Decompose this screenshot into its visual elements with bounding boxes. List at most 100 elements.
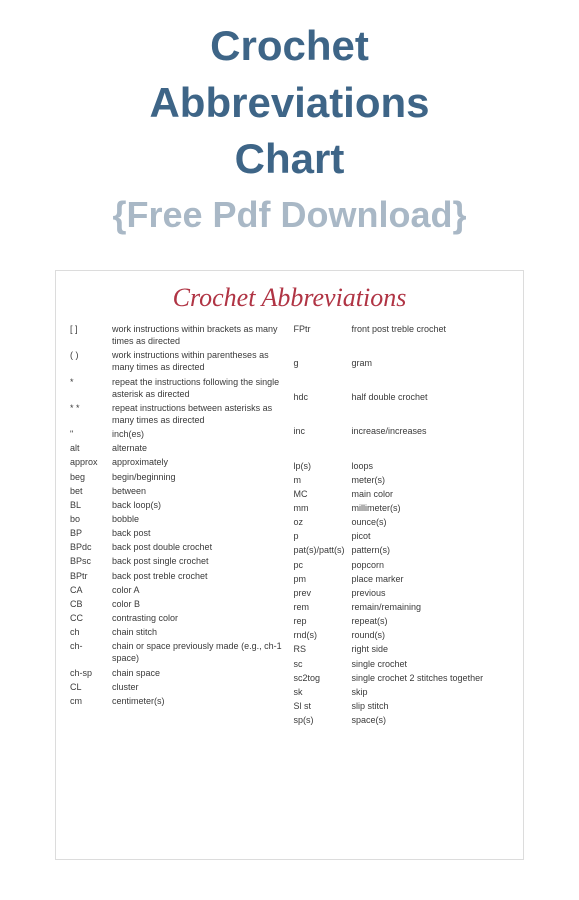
table-row: CCcontrasting color bbox=[70, 612, 286, 624]
abbr-cell: rem bbox=[294, 601, 352, 613]
abbr-cell: RS bbox=[294, 643, 352, 655]
table-row: altalternate bbox=[70, 442, 286, 454]
abbr-cell: sp(s) bbox=[294, 714, 352, 726]
definition-cell: millimeter(s) bbox=[352, 502, 510, 514]
abbr-cell: sc bbox=[294, 658, 352, 670]
table-row: bobobble bbox=[70, 513, 286, 525]
definition-cell: chain space bbox=[112, 667, 286, 679]
table-row: CLcluster bbox=[70, 681, 286, 693]
definition-cell: single crochet 2 stitches together bbox=[352, 672, 510, 684]
abbr-cell: sc2tog bbox=[294, 672, 352, 684]
definition-cell: place marker bbox=[352, 573, 510, 585]
table-row: FPtrfront post treble crochet bbox=[294, 323, 510, 335]
definition-cell: popcorn bbox=[352, 559, 510, 571]
abbr-cell: alt bbox=[70, 442, 112, 454]
definition-cell: work instructions within brackets as man… bbox=[112, 323, 286, 347]
abbr-cell: pc bbox=[294, 559, 352, 571]
definition-cell: round(s) bbox=[352, 629, 510, 641]
title-line-1: Crochet bbox=[0, 18, 579, 75]
abbr-cell: ( ) bbox=[70, 349, 112, 373]
table-row: MCmain color bbox=[294, 488, 510, 500]
table-row: CAcolor A bbox=[70, 584, 286, 596]
table-row: [ ]work instructions within brackets as … bbox=[70, 323, 286, 347]
table-row: ( )work instructions within parentheses … bbox=[70, 349, 286, 373]
abbr-cell: MC bbox=[294, 488, 352, 500]
abbr-cell: rnd(s) bbox=[294, 629, 352, 641]
definition-cell: single crochet bbox=[352, 658, 510, 670]
abbr-cell: ch-sp bbox=[70, 667, 112, 679]
title-line-3: Chart bbox=[0, 131, 579, 188]
abbr-cell: bo bbox=[70, 513, 112, 525]
definition-cell: increase/increases bbox=[352, 425, 510, 437]
abbr-cell: pm bbox=[294, 573, 352, 585]
definition-cell: back post double crochet bbox=[112, 541, 286, 553]
table-row: incincrease/increases bbox=[294, 425, 510, 437]
abbr-cell: bet bbox=[70, 485, 112, 497]
definition-cell: inch(es) bbox=[112, 428, 286, 440]
definition-cell: space(s) bbox=[352, 714, 510, 726]
definition-cell: ounce(s) bbox=[352, 516, 510, 528]
abbr-cell: rep bbox=[294, 615, 352, 627]
definition-cell: color A bbox=[112, 584, 286, 596]
chart-column-left: [ ]work instructions within brackets as … bbox=[70, 323, 286, 728]
abbr-cell: CA bbox=[70, 584, 112, 596]
table-row: ch-spchain space bbox=[70, 667, 286, 679]
abbr-cell: p bbox=[294, 530, 352, 542]
table-row: CBcolor B bbox=[70, 598, 286, 610]
page-header: Crochet Abbreviations Chart {Free Pdf Do… bbox=[0, 0, 579, 248]
table-row: pmplace marker bbox=[294, 573, 510, 585]
abbr-cell: sk bbox=[294, 686, 352, 698]
table-row: sc2togsingle crochet 2 stitches together bbox=[294, 672, 510, 684]
abbr-cell: mm bbox=[294, 502, 352, 514]
definition-cell: repeat instructions between asterisks as… bbox=[112, 402, 286, 426]
table-row: ch-chain or space previously made (e.g.,… bbox=[70, 640, 286, 664]
table-row: mmeter(s) bbox=[294, 474, 510, 486]
definition-cell: half double crochet bbox=[352, 391, 510, 403]
abbr-cell: [ ] bbox=[70, 323, 112, 347]
abbr-cell: CL bbox=[70, 681, 112, 693]
definition-cell: alternate bbox=[112, 442, 286, 454]
table-row: remremain/remaining bbox=[294, 601, 510, 613]
table-row: rnd(s)round(s) bbox=[294, 629, 510, 641]
definition-cell: repeat the instructions following the si… bbox=[112, 376, 286, 400]
definition-cell: centimeter(s) bbox=[112, 695, 286, 707]
abbr-cell: prev bbox=[294, 587, 352, 599]
definition-cell: previous bbox=[352, 587, 510, 599]
definition-cell: back post single crochet bbox=[112, 555, 286, 567]
abbr-cell: BL bbox=[70, 499, 112, 511]
abbr-cell: * * bbox=[70, 402, 112, 426]
definition-cell: color B bbox=[112, 598, 286, 610]
title-line-2: Abbreviations bbox=[0, 75, 579, 132]
abbr-cell: Sl st bbox=[294, 700, 352, 712]
table-row: BPdcback post double crochet bbox=[70, 541, 286, 553]
abbr-cell: * bbox=[70, 376, 112, 400]
abbr-cell: BPdc bbox=[70, 541, 112, 553]
table-row: pat(s)/patt(s)pattern(s) bbox=[294, 544, 510, 556]
subtitle: {Free Pdf Download} bbox=[0, 194, 579, 236]
definition-cell: approximately bbox=[112, 456, 286, 468]
definition-cell: pattern(s) bbox=[352, 544, 510, 556]
abbr-cell: m bbox=[294, 474, 352, 486]
definition-cell: right side bbox=[352, 643, 510, 655]
abbr-cell: cm bbox=[70, 695, 112, 707]
table-row: chchain stitch bbox=[70, 626, 286, 638]
abbr-cell: oz bbox=[294, 516, 352, 528]
table-row: Sl stslip stitch bbox=[294, 700, 510, 712]
table-row: * *repeat instructions between asterisks… bbox=[70, 402, 286, 426]
chart-container: Crochet Abbreviations [ ]work instructio… bbox=[55, 270, 524, 860]
table-row: hdchalf double crochet bbox=[294, 391, 510, 403]
abbr-cell: beg bbox=[70, 471, 112, 483]
table-row: BPtrback post treble crochet bbox=[70, 570, 286, 582]
definition-cell: slip stitch bbox=[352, 700, 510, 712]
table-row: RSright side bbox=[294, 643, 510, 655]
chart-title: Crochet Abbreviations bbox=[70, 283, 509, 313]
chart-body: [ ]work instructions within brackets as … bbox=[70, 323, 509, 728]
definition-cell: front post treble crochet bbox=[352, 323, 510, 335]
abbr-cell: hdc bbox=[294, 391, 352, 403]
table-row: "inch(es) bbox=[70, 428, 286, 440]
table-row: *repeat the instructions following the s… bbox=[70, 376, 286, 400]
abbr-cell: CC bbox=[70, 612, 112, 624]
abbr-cell: BPtr bbox=[70, 570, 112, 582]
table-row: ppicot bbox=[294, 530, 510, 542]
definition-cell: back post bbox=[112, 527, 286, 539]
